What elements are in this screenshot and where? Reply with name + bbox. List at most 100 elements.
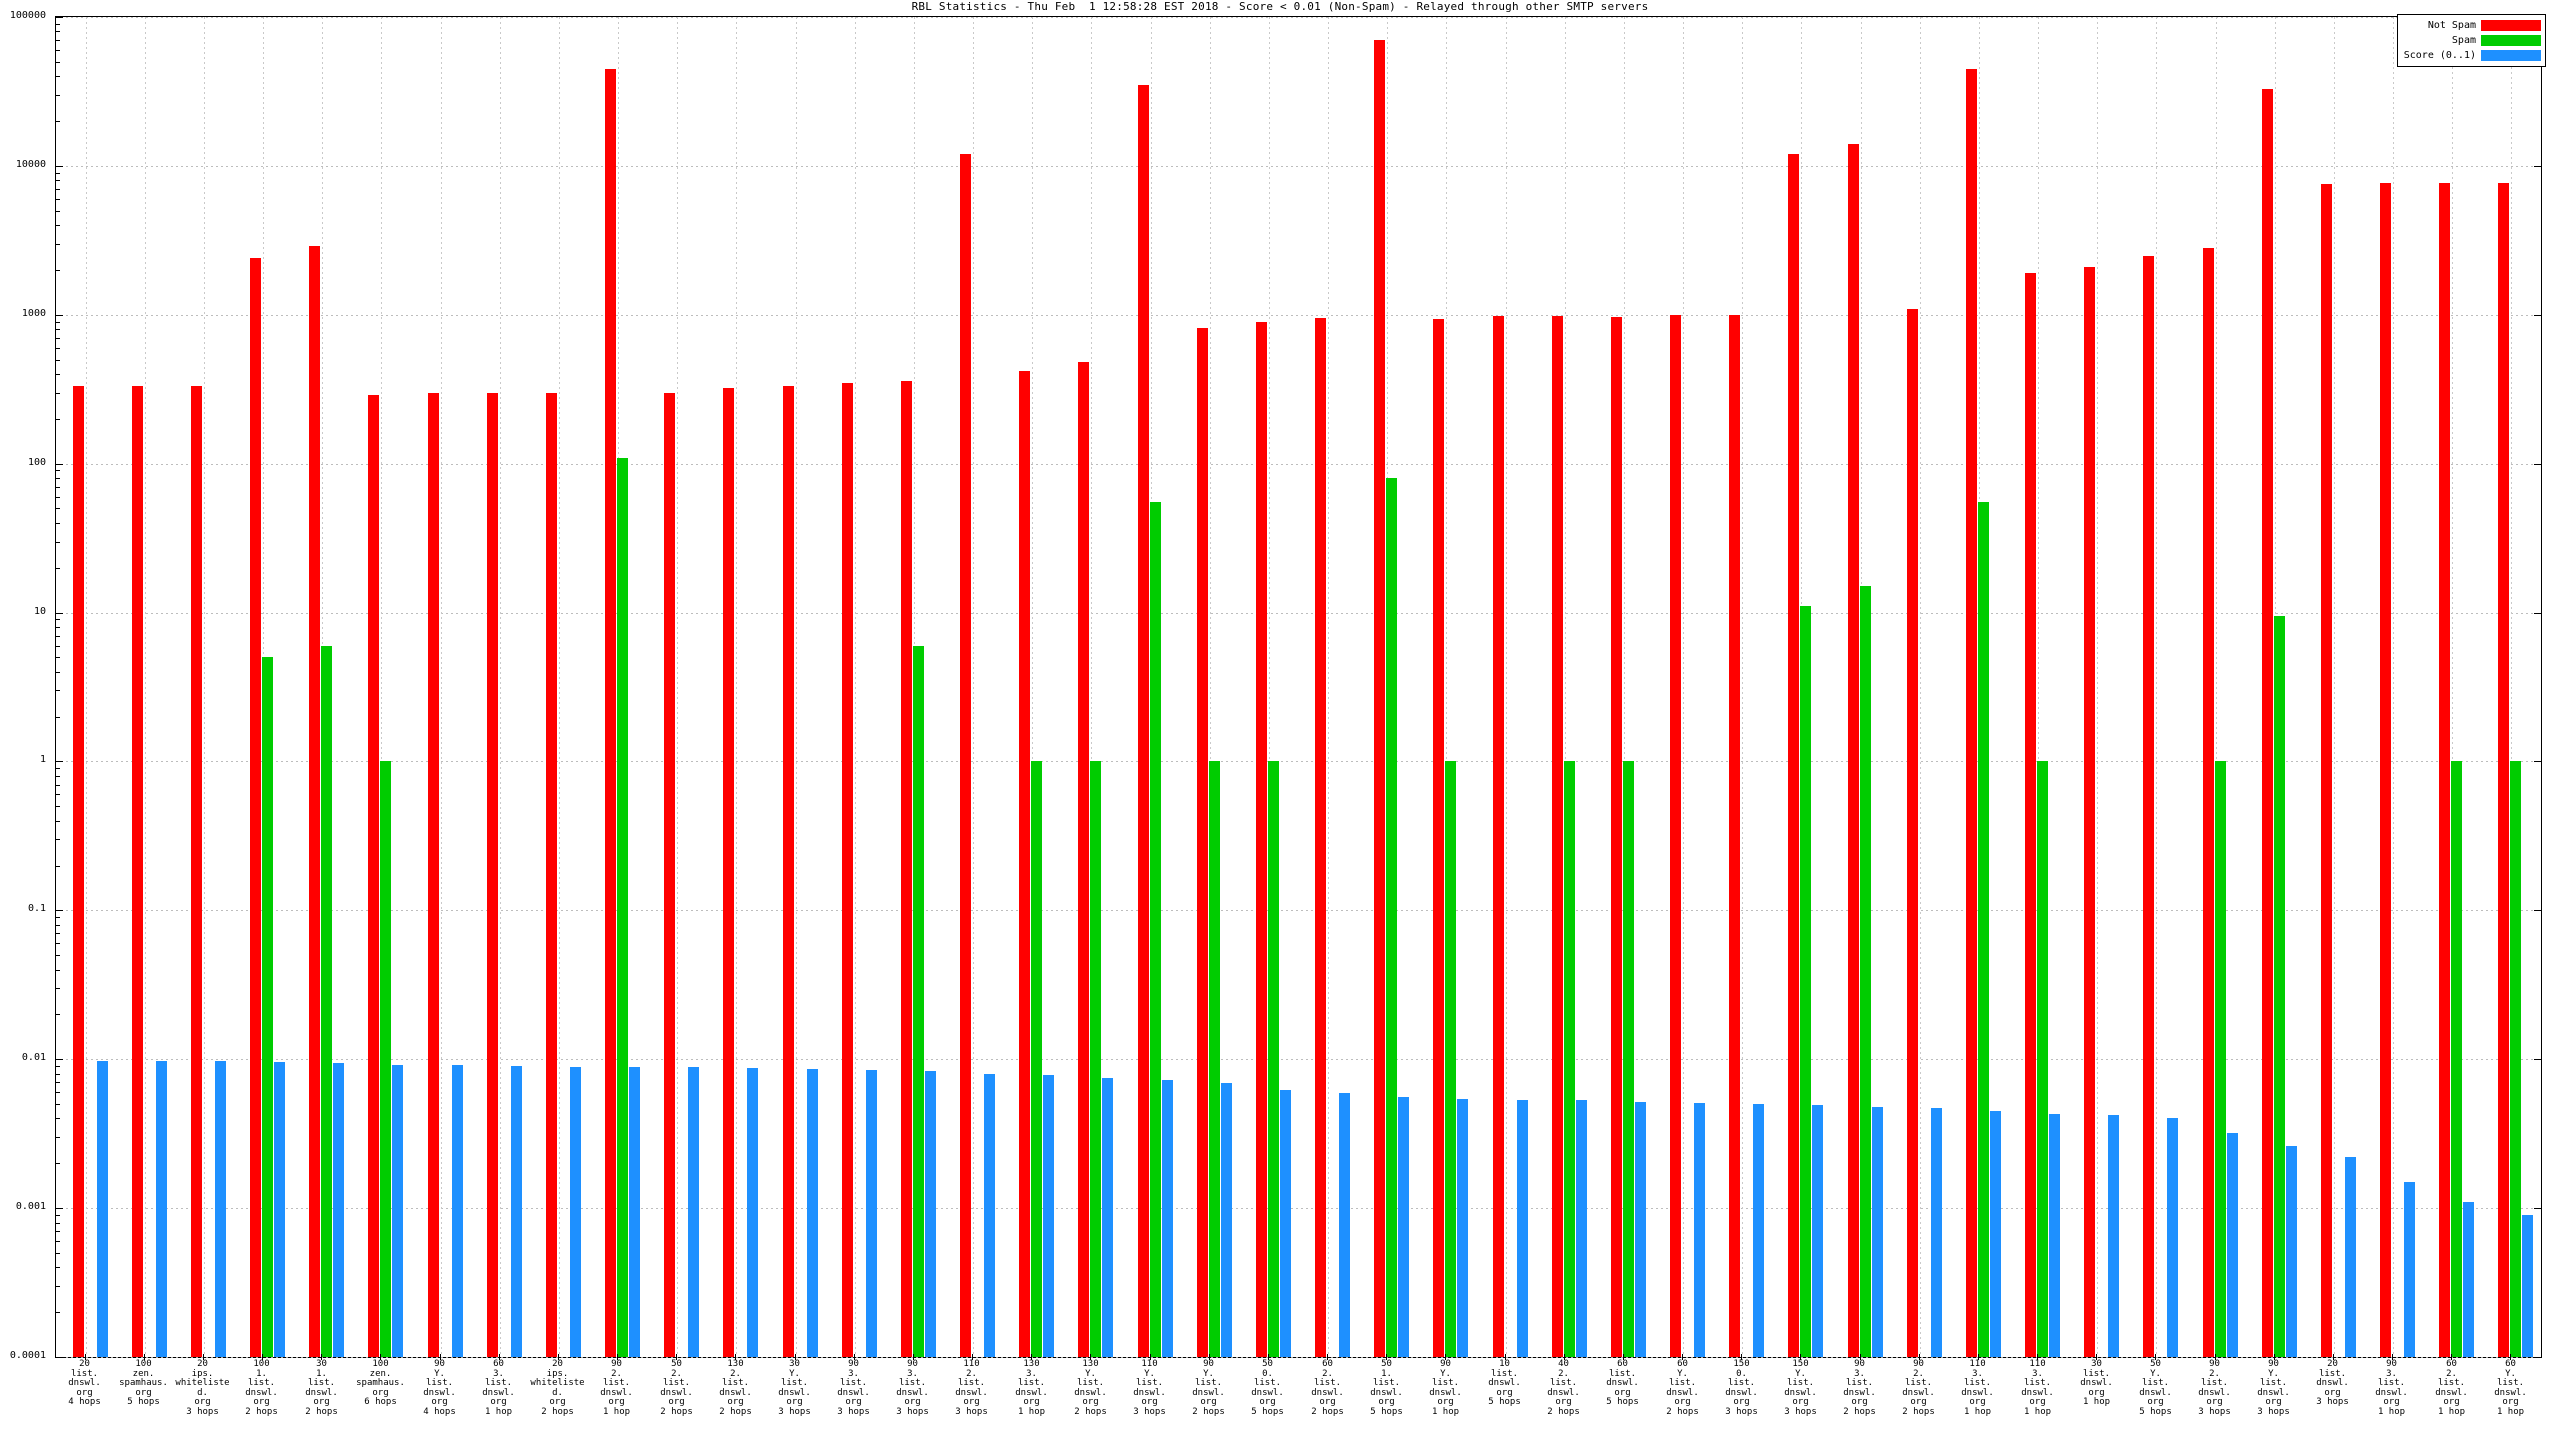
- y-tick-minor: [56, 1073, 60, 1075]
- y-tick-minor: [56, 1104, 60, 1106]
- x-tick: [1741, 1354, 1742, 1360]
- y-gridline: [56, 1208, 2541, 1210]
- x-tick-label: 90 3. list. dnswl. org 2 hops: [1843, 1359, 1876, 1417]
- x-tick: [1978, 1354, 1979, 1360]
- y-tick-minor: [56, 839, 60, 841]
- y-tick-major: [56, 314, 63, 316]
- y-tick-major-right: [2534, 1208, 2541, 1210]
- x-tick-label: 20 ips. whitelisted. org 2 hops: [530, 1359, 585, 1417]
- y-tick-major-right: [2534, 1059, 2541, 1061]
- x-gridline: [559, 17, 560, 1357]
- y-tick-minor: [56, 321, 60, 323]
- y-tick-label: 1: [39, 754, 46, 766]
- x-tick-label: 100 zen. spamhaus. org 6 hops: [356, 1359, 405, 1408]
- bar-score: [1990, 1111, 2001, 1357]
- x-tick: [2037, 1354, 2038, 1360]
- bar-score: [570, 1067, 581, 1357]
- x-gridline: [1032, 17, 1033, 1357]
- x-gridline: [500, 17, 501, 1357]
- y-gridline: [56, 165, 2541, 167]
- y-tick-label: 100: [27, 456, 46, 468]
- y-tick-layer: [56, 17, 2541, 1358]
- x-gridline: [2038, 17, 2039, 1357]
- bar-spam: [262, 657, 273, 1357]
- x-tick-label: 110 2. list. dnswl. org 3 hops: [955, 1359, 988, 1417]
- y-tick-minor: [56, 1214, 60, 1216]
- x-tick: [1268, 1354, 1269, 1360]
- x-tick-label: 90 3. list. dnswl. org 3 hops: [837, 1359, 870, 1417]
- bar-spam: [1386, 478, 1397, 1357]
- bar-score: [2286, 1146, 2297, 1357]
- y-gridline: [56, 1357, 2541, 1358]
- x-tick-label: 90 2. list. dnswl. org 2 hops: [1902, 1359, 1935, 1417]
- bar-not-spam: [723, 388, 734, 1357]
- x-tick: [1505, 1354, 1506, 1360]
- bar-score: [1221, 1083, 1232, 1357]
- y-tick-minor: [56, 1137, 60, 1139]
- x-tick: [2096, 1354, 2097, 1360]
- bar-score: [2463, 1202, 2474, 1357]
- x-tick: [854, 1354, 855, 1360]
- y-tick-minor: [56, 657, 60, 659]
- bar-score: [1576, 1100, 1587, 1357]
- y-tick-minor: [56, 94, 60, 96]
- y-tick-minor: [56, 180, 60, 182]
- x-gridline: [736, 17, 737, 1357]
- y-tick-major-right: [2534, 612, 2541, 614]
- x-tick-label: 40 2. list. dnswl. org 2 hops: [1547, 1359, 1580, 1417]
- bar-not-spam: [487, 393, 498, 1357]
- x-tick-label: 30 Y. list. dnswl. org 3 hops: [778, 1359, 811, 1417]
- x-gridline: [1624, 17, 1625, 1357]
- x-gridline: [1328, 17, 1329, 1357]
- x-tick-label: 90 2. list. dnswl. org 1 hop: [600, 1359, 633, 1417]
- legend-label-spam: Spam: [2451, 35, 2476, 46]
- y-tick-major: [56, 463, 63, 465]
- x-tick: [144, 1354, 145, 1360]
- bar-not-spam: [1197, 328, 1208, 1357]
- x-gridline: [796, 17, 797, 1357]
- x-gridline: [204, 17, 205, 1357]
- y-tick-minor: [56, 470, 60, 472]
- y-gridline: [56, 314, 2541, 316]
- bar-score: [97, 1061, 108, 1357]
- x-tick-label: 150 Y. list. dnswl. org 3 hops: [1784, 1359, 1817, 1417]
- x-tick: [1090, 1354, 1091, 1360]
- y-tick-major: [56, 17, 63, 18]
- bar-not-spam: [1256, 322, 1267, 1357]
- y-tick-minor: [56, 768, 60, 770]
- bar-score: [1162, 1080, 1173, 1357]
- legend-swatch-score: [2481, 50, 2541, 61]
- bar-not-spam: [1374, 40, 1385, 1357]
- x-tick: [1031, 1354, 1032, 1360]
- x-tick: [2155, 1354, 2156, 1360]
- bar-not-spam: [191, 386, 202, 1357]
- bar-not-spam: [309, 246, 320, 1357]
- x-tick-label: 100 1. list. dnswl. org 2 hops: [245, 1359, 278, 1417]
- x-gridline: [2511, 17, 2512, 1357]
- bar-score: [392, 1065, 403, 1357]
- y-tick-minor: [56, 40, 60, 42]
- bar-score: [2345, 1157, 2356, 1357]
- y-tick-major-right: [2534, 761, 2541, 763]
- bar-score: [511, 1066, 522, 1357]
- x-gridline: [441, 17, 442, 1357]
- y-tick-label: 10: [33, 605, 46, 617]
- bar-score: [629, 1067, 640, 1357]
- y-tick-minor: [56, 347, 60, 349]
- x-tick: [440, 1354, 441, 1360]
- y-tick-major: [56, 165, 63, 167]
- bar-spam: [617, 458, 628, 1357]
- bar-spam: [2037, 761, 2048, 1357]
- bar-spam: [321, 646, 332, 1357]
- x-tick-label: 20 ips. whitelisted. org 3 hops: [175, 1359, 230, 1417]
- y-tick-minor: [56, 508, 60, 510]
- bar-not-spam: [2084, 267, 2095, 1357]
- x-tick-label: 60 Y. list. dnswl. org 2 hops: [1666, 1359, 1699, 1417]
- y-tick-label: 0.0001: [9, 1350, 46, 1361]
- bar-score: [747, 1068, 758, 1357]
- legend-item-spam: Spam: [2404, 33, 2541, 48]
- bar-score: [2522, 1215, 2533, 1357]
- x-tick: [2333, 1354, 2334, 1360]
- y-tick-minor: [56, 225, 60, 227]
